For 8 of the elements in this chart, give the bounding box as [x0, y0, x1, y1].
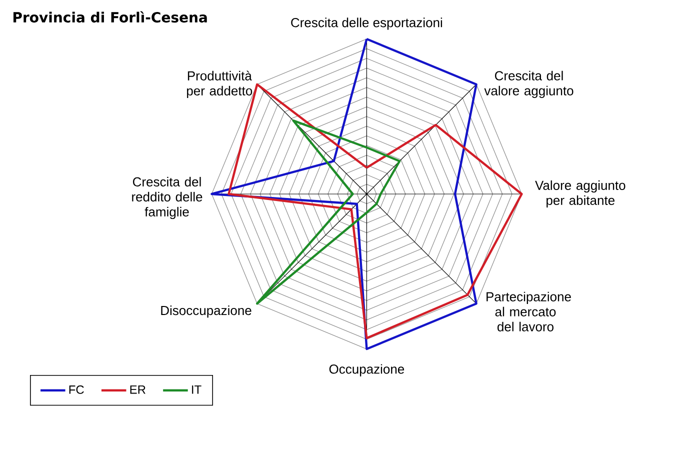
legend-label: IT	[192, 385, 202, 394]
legend-label: ER	[130, 385, 146, 394]
chart-title: Provincia di Forlì-Cesena	[13, 11, 207, 23]
legend-label: FC	[69, 385, 84, 394]
spoke-label: Crescita del reddito delle famiglie	[132, 176, 202, 220]
spoke-label: Crescita delle esportazioni	[291, 18, 442, 30]
spoke-label: Occupazione	[329, 364, 404, 376]
spoke-label: Valore aggiunto per abitante	[535, 180, 626, 208]
